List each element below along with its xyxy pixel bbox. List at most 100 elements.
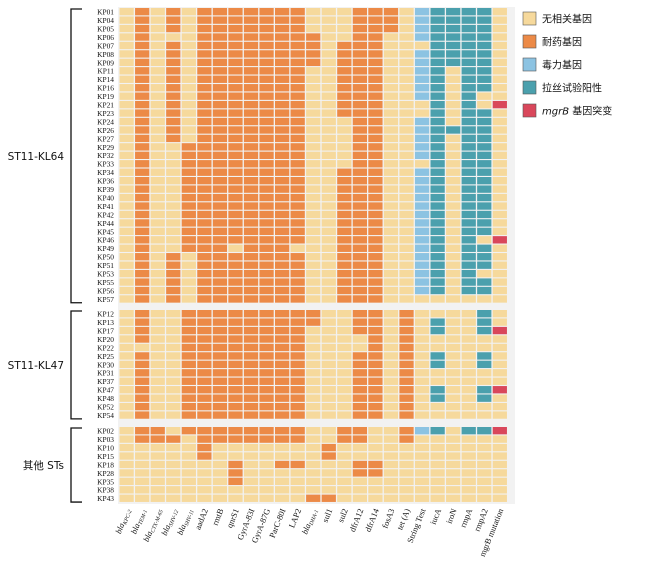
heat-cell — [275, 219, 290, 227]
heat-cell — [181, 210, 196, 219]
heat-cell — [259, 295, 274, 303]
heat-cell — [383, 494, 399, 502]
heat-cell — [197, 477, 212, 486]
heat-cell — [461, 295, 476, 303]
row-label: KP21 — [97, 101, 114, 110]
heat-cell — [243, 486, 259, 494]
heat-cell — [368, 435, 383, 443]
heat-cell — [181, 469, 196, 477]
heat-cell — [399, 24, 414, 33]
heat-cell — [290, 177, 305, 185]
heat-cell — [321, 126, 336, 134]
heat-cell — [430, 360, 445, 369]
heat-cell — [228, 411, 243, 419]
heat-cell — [228, 394, 243, 402]
heat-cell — [306, 143, 321, 151]
heat-cell — [399, 177, 414, 185]
heat-cell — [321, 369, 336, 377]
heat-cell — [492, 75, 507, 83]
heat-cell — [337, 326, 352, 335]
heat-cell — [399, 360, 414, 369]
row-label: KP10 — [97, 443, 114, 452]
heat-cell — [368, 326, 383, 335]
heat-cell — [477, 352, 492, 360]
heat-cell — [290, 352, 305, 360]
heat-cell — [477, 109, 492, 117]
heat-cell — [150, 411, 165, 419]
heat-cell — [446, 117, 461, 126]
heat-cell — [321, 477, 336, 486]
heat-cell — [166, 343, 181, 352]
heat-cell — [477, 394, 492, 402]
heat-cell — [352, 443, 367, 452]
heat-cell — [337, 318, 352, 326]
heat-cell — [368, 8, 383, 16]
heat-cell — [446, 244, 461, 252]
heat-cell — [306, 219, 321, 227]
heat-cell — [414, 126, 430, 134]
heat-cell — [430, 427, 445, 435]
heat-cell — [477, 219, 492, 227]
heat-cell — [492, 427, 507, 435]
heat-cell — [383, 134, 399, 143]
heat-cell — [119, 117, 134, 126]
heat-cell — [414, 50, 430, 58]
row-label: KP32 — [97, 151, 114, 160]
heat-cell — [306, 227, 321, 236]
heat-cell — [259, 160, 274, 168]
heat-cell — [119, 295, 134, 303]
heat-cell — [181, 394, 196, 402]
heat-cell — [399, 310, 414, 318]
heat-cell — [352, 326, 367, 335]
heat-cell — [212, 160, 228, 168]
heat-cell — [306, 261, 321, 269]
row-label: KP20 — [97, 335, 114, 344]
heat-cell — [290, 411, 305, 419]
heat-cell — [166, 326, 181, 335]
heat-cell — [461, 318, 476, 326]
heat-cell — [197, 134, 212, 143]
heat-cell — [414, 92, 430, 100]
row-label: KP56 — [97, 286, 114, 295]
heat-cell — [150, 310, 165, 318]
heat-cell — [414, 168, 430, 176]
heat-cell — [368, 343, 383, 352]
heat-cell — [228, 443, 243, 452]
heat-cell — [290, 435, 305, 443]
heat-cell — [243, 469, 259, 477]
heat-cell — [212, 143, 228, 151]
heat-cell — [290, 369, 305, 377]
heat-cell — [368, 67, 383, 75]
heat-cell — [383, 75, 399, 83]
heat-cell — [275, 278, 290, 286]
heat-cell — [243, 244, 259, 252]
heat-cell — [119, 151, 134, 159]
heat-cell — [430, 435, 445, 443]
heat-cell — [228, 335, 243, 343]
heat-cell — [337, 185, 352, 193]
heat-cell — [321, 427, 336, 435]
heat-cell — [446, 269, 461, 278]
heat-cell — [228, 193, 243, 202]
heat-cell — [181, 261, 196, 269]
heat-cell — [446, 377, 461, 385]
heat-cell — [119, 352, 134, 360]
heat-cell — [135, 477, 150, 486]
heat-cell — [197, 16, 212, 24]
heat-cell — [399, 16, 414, 24]
heat-cell — [337, 236, 352, 244]
column-label: rmpA2 — [473, 507, 490, 532]
heat-cell — [228, 50, 243, 58]
heat-cell — [119, 92, 134, 100]
heat-cell — [212, 278, 228, 286]
heat-cell — [477, 126, 492, 134]
heat-cell — [477, 326, 492, 335]
heat-cell — [181, 134, 196, 143]
heat-cell — [135, 185, 150, 193]
heat-cell — [181, 494, 196, 502]
heat-cell — [212, 253, 228, 261]
heat-cell — [212, 427, 228, 435]
heat-cell — [259, 326, 274, 335]
column-label: qnrS1 — [225, 507, 241, 529]
